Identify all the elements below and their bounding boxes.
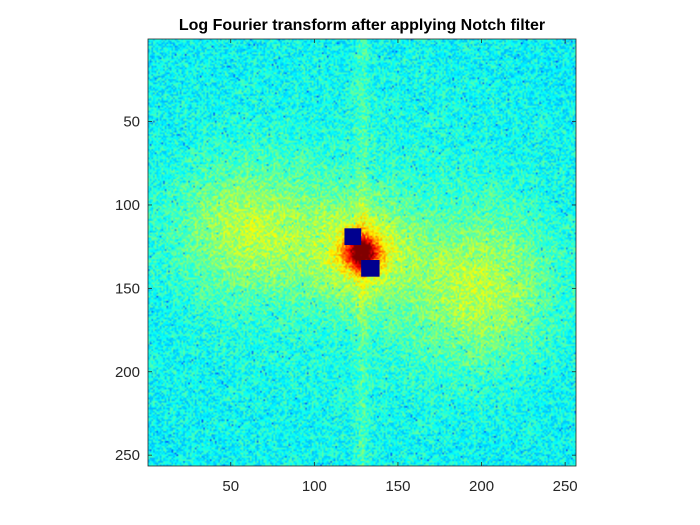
x-axis: 50 100 150 200 250	[222, 39, 578, 495]
y-tick-label: 50	[123, 114, 140, 131]
plot-area	[147, 38, 577, 467]
notch-square-1	[344, 228, 362, 245]
x-tick-label: 250	[553, 478, 578, 495]
y-tick-label: 250	[115, 447, 140, 464]
plot-frame	[147, 38, 577, 467]
y-tick-label: 200	[115, 364, 140, 381]
notch-square-2	[361, 260, 380, 277]
x-tick-label: 200	[469, 478, 494, 495]
x-tick-label: 150	[385, 478, 410, 495]
notch-layer	[344, 228, 380, 277]
chart-title: Log Fourier transform after applying Not…	[179, 17, 545, 34]
y-tick-label: 150	[115, 280, 140, 297]
x-tick-label: 100	[302, 478, 327, 495]
x-tick-label: 50	[222, 478, 239, 495]
y-axis: 50 100 150 200 250	[115, 114, 576, 464]
y-tick-label: 100	[115, 197, 140, 214]
heatmap-image	[148, 39, 576, 466]
